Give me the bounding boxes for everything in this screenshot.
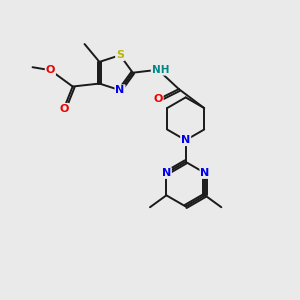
Text: O: O [46,65,55,75]
Text: N: N [162,168,171,178]
Text: O: O [153,94,163,104]
Text: O: O [59,104,68,114]
Text: N: N [200,168,210,178]
Text: N: N [181,135,190,145]
Text: N: N [116,85,125,95]
Text: S: S [116,50,124,60]
Text: NH: NH [152,65,169,75]
